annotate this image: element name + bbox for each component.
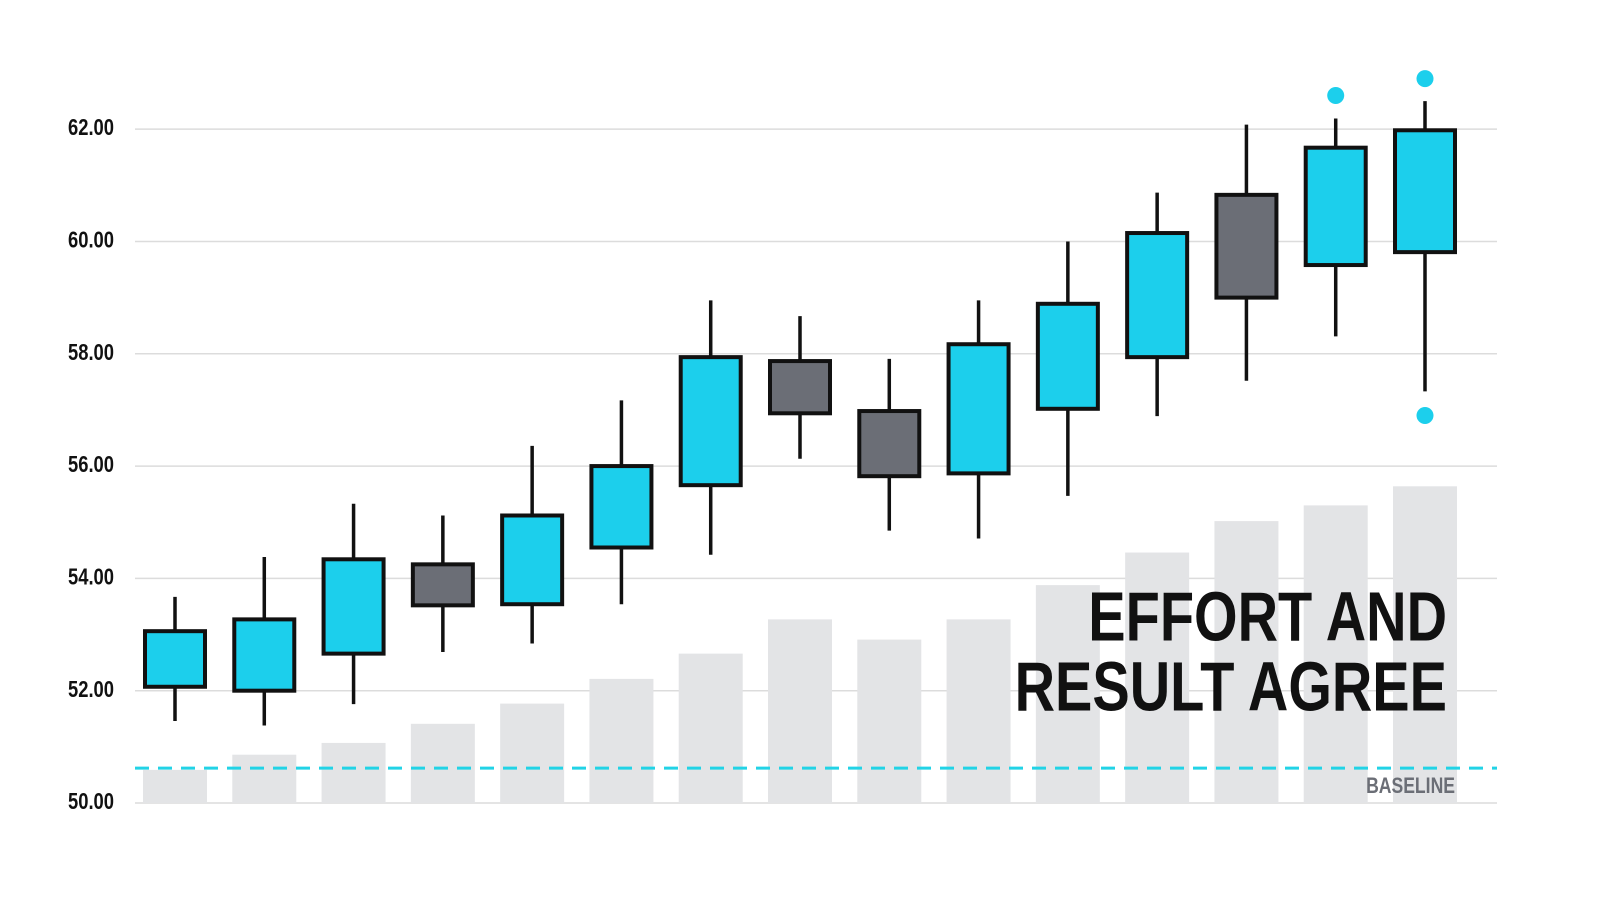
candle-body [678,355,743,488]
volume-bar [857,639,922,803]
candle-body [232,617,297,693]
annotation: EFFORT AND [1088,579,1447,656]
candle-body [1214,192,1279,300]
marker [1327,86,1345,104]
volume-bar [589,678,654,803]
y-tick-label: 50.00 [68,789,114,814]
volume-bar [232,754,297,803]
volume-bar [410,723,475,803]
baseline-label: BASELINE [1366,774,1455,798]
candle-body [410,562,475,608]
marker [1416,407,1434,425]
y-tick-label: 58.00 [68,340,114,365]
volume-bar [143,769,207,803]
candle-body [500,513,565,607]
y-tick-label: 54.00 [68,565,114,590]
volume-bar [768,619,832,803]
candle-body [1035,301,1100,411]
y-tick-group: 54.00 [68,565,114,590]
candle-body [768,359,832,416]
volume-bar [1303,505,1368,803]
y-tick-group: 56.00 [68,452,114,477]
y-tick-label: 60.00 [68,228,114,253]
y-tick-group: 50.00 [68,789,114,814]
volume-bar [678,653,743,803]
candle-body [1303,145,1368,268]
candle-body [589,464,654,550]
volume-bar [1125,552,1190,803]
candle-body [321,557,386,656]
y-tick-label: 52.00 [68,677,114,702]
y-tick-group: 52.00 [68,677,114,702]
candle-body [946,342,1011,476]
candle-body [857,409,922,479]
marker [1416,70,1434,88]
y-tick-group: 62.00 [68,115,114,140]
volume-bar [321,742,386,803]
candle-body [143,629,207,689]
candle-body [1125,231,1190,360]
volume-bar [1214,521,1279,803]
y-tick-group: 60.00 [68,228,114,253]
y-tick-label: 56.00 [68,452,114,477]
volume-bar [500,703,565,803]
volume-bar [946,619,1011,803]
baseline-label-group: BASELINE [1366,774,1455,798]
y-tick-label: 62.00 [68,115,114,140]
candle-body [1393,128,1457,255]
y-tick-group: 58.00 [68,340,114,365]
volume-bar [1393,486,1457,803]
annotation: RESULT AGREE [1015,649,1447,726]
